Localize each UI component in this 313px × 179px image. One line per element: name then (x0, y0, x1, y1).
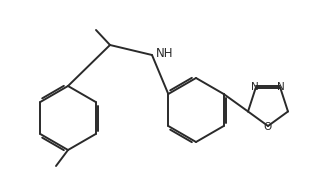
Text: N: N (251, 82, 259, 92)
Text: NH: NH (156, 47, 173, 59)
Text: O: O (264, 122, 272, 132)
Text: N: N (277, 82, 285, 92)
